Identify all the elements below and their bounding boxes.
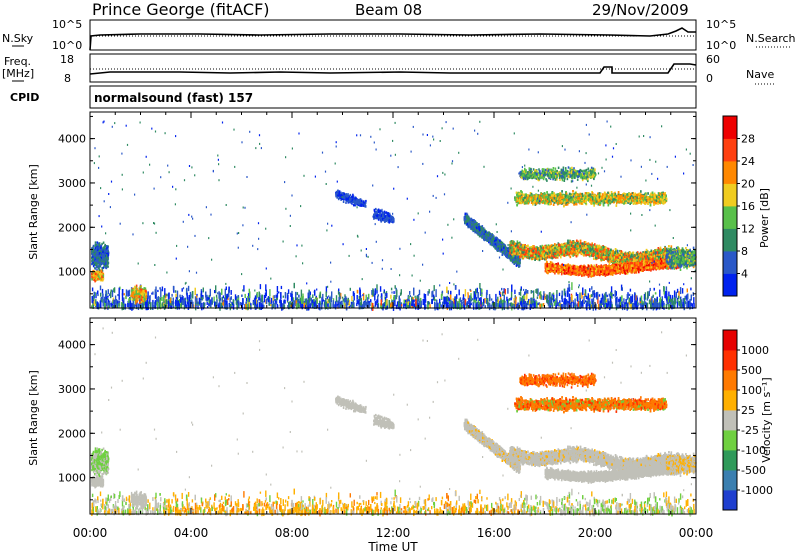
scatter-cell	[277, 293, 278, 298]
scatter-cell	[376, 284, 377, 291]
nsky-tick-top: 10^5	[52, 18, 82, 31]
power-scatter	[91, 121, 697, 311]
date-label: 29/Nov/2009	[592, 1, 689, 19]
nsky-label: N.Sky	[2, 32, 34, 45]
scatter-cell	[678, 296, 679, 300]
cpid-label: CPID	[10, 91, 39, 104]
scatter-cell	[160, 289, 161, 297]
scatter-cell	[630, 289, 631, 292]
scatter-cell	[484, 298, 485, 303]
nsky-line	[90, 28, 696, 50]
scatter-cell	[271, 304, 272, 309]
scatter-cell	[257, 292, 258, 298]
scatter-cell	[537, 297, 538, 299]
scatter-cell	[552, 298, 553, 301]
scatter-cell	[592, 291, 593, 297]
scatter-cell	[157, 290, 158, 292]
scatter-cell	[653, 295, 654, 298]
freq-unit-label: [MHz]	[2, 67, 34, 80]
scatter-cell	[177, 291, 178, 298]
nsky-tick-bottom: 10^0	[52, 39, 82, 52]
scatter-cell	[650, 288, 651, 291]
scatter-cell	[676, 292, 677, 298]
freq-tick-bottom: 8	[64, 72, 71, 85]
scatter-cell	[125, 296, 126, 299]
scatter-cell	[119, 295, 120, 300]
scatter-cell	[380, 286, 381, 292]
scatter-cell	[210, 289, 211, 297]
scatter-cell	[283, 296, 284, 298]
scatter-cell	[350, 288, 351, 291]
scatter-cell	[100, 286, 101, 291]
station-title: Prince George (fitACF)	[92, 0, 270, 19]
scatter-cell	[455, 285, 456, 290]
nave-label: Nave	[746, 68, 774, 81]
beam-label: Beam 08	[355, 1, 422, 19]
nsearch-tick-top: 10^5	[706, 18, 736, 31]
radar-plot: Prince George (fitACF) Beam 08 29/Nov/20…	[0, 0, 800, 554]
freq-tick-top: 18	[60, 53, 74, 66]
cpid-row: CPID normalsound (fast) 157	[10, 86, 696, 108]
scatter-cell	[434, 285, 435, 291]
scatter-cell	[558, 302, 559, 306]
scatter-cell	[693, 297, 694, 304]
scatter-cell	[230, 304, 231, 311]
scatter-cell	[182, 288, 183, 291]
nsearch-label: N.Search	[746, 32, 796, 45]
scatter-cell	[491, 298, 492, 300]
sky-search-panel: N.Sky 10^5 10^0 N.Search 10^5 10^0	[2, 18, 796, 52]
scatter-cell	[301, 290, 302, 298]
scatter-cell	[188, 286, 189, 291]
scatter-cell	[666, 286, 667, 290]
scatter-cell	[519, 292, 520, 295]
scatter-cell	[520, 289, 521, 292]
scatter-cell	[297, 292, 298, 295]
scatter-cell	[611, 286, 612, 292]
scatter-cell	[507, 288, 508, 294]
scatter-cell	[687, 289, 688, 293]
nave-tick-top: 60	[706, 53, 720, 66]
scatter-cell	[279, 300, 280, 303]
scatter-cell	[363, 293, 364, 300]
scatter-cell	[109, 293, 110, 296]
scatter-cell	[249, 300, 250, 303]
scatter-cell	[533, 290, 534, 298]
scatter-cell	[245, 294, 246, 298]
scatter-cell	[576, 292, 577, 296]
nave-tick-bottom: 0	[706, 72, 713, 85]
scatter-cell	[357, 295, 358, 299]
scatter-cell	[587, 297, 588, 300]
scatter-cell	[480, 288, 481, 296]
cpid-value: normalsound (fast) 157	[94, 91, 253, 105]
scatter-cell	[276, 298, 277, 300]
scatter-cell	[461, 302, 462, 305]
scatter-cell	[277, 286, 278, 293]
scatter-cell	[175, 290, 176, 293]
scatter-cell	[246, 298, 247, 302]
freq-nave-panel: Freq. [MHz] 18 8 Nave 60 0	[2, 53, 775, 85]
nsearch-tick-bottom: 10^0	[706, 39, 736, 52]
scatter-cell	[659, 290, 660, 297]
scatter-cell	[127, 291, 128, 297]
scatter-cell	[207, 302, 208, 305]
